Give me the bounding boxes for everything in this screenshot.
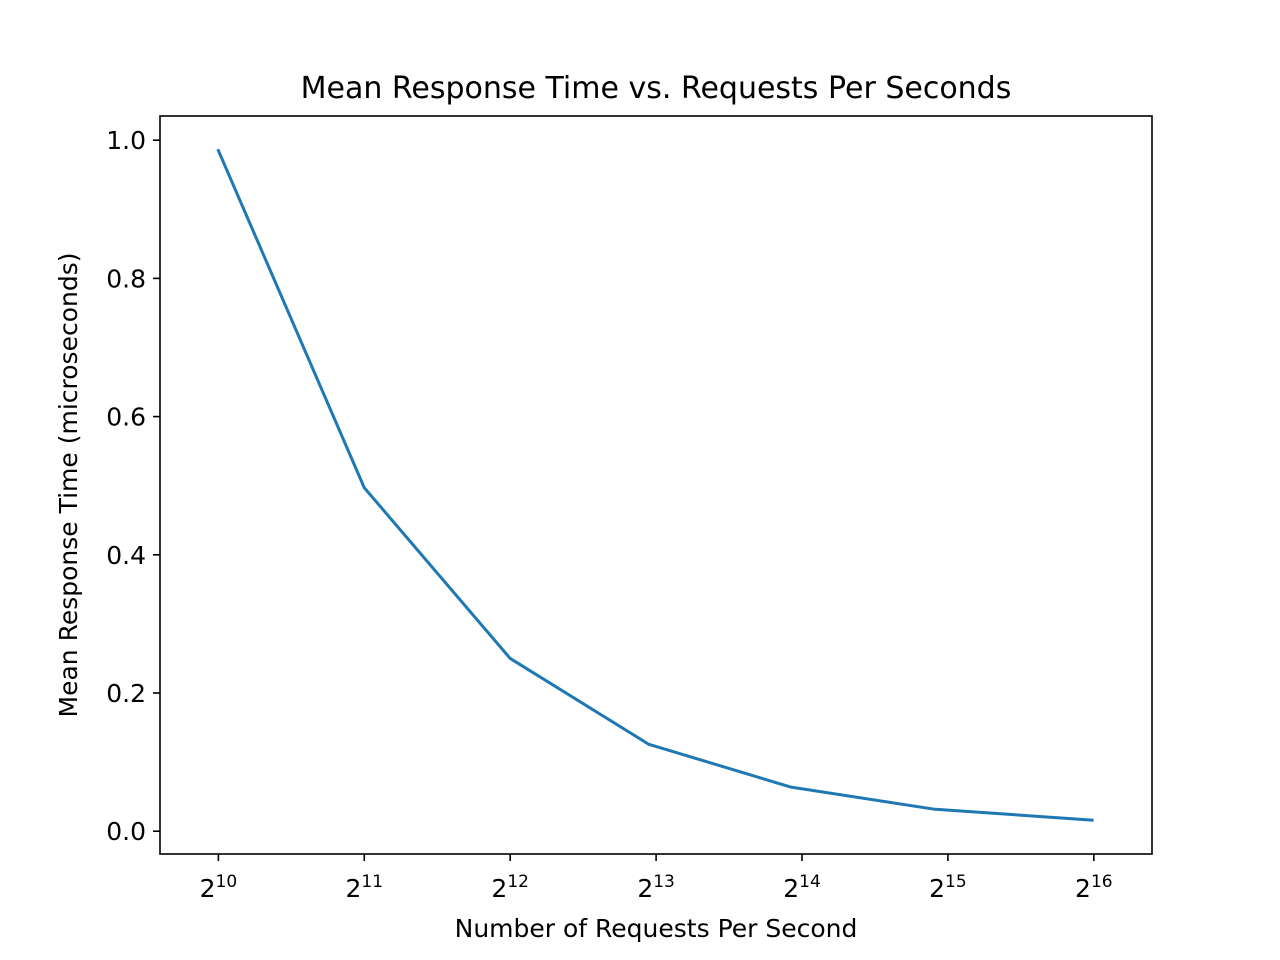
y-tick-label: 0.2 bbox=[106, 679, 146, 708]
y-tick-label: 1.0 bbox=[106, 126, 146, 155]
x-axis-label: Number of Requests Per Second bbox=[455, 914, 858, 943]
chart-title: Mean Response Time vs. Requests Per Seco… bbox=[301, 71, 1012, 106]
x-tick-label: 213 bbox=[637, 872, 675, 903]
plot-area bbox=[216, 148, 1094, 822]
x-tick-label: 212 bbox=[491, 872, 529, 903]
x-axis-ticks: 210 211 212 213 214 215 216 bbox=[200, 854, 1113, 903]
x-tick-label: 210 bbox=[200, 872, 238, 903]
y-tick-label: 0.0 bbox=[106, 817, 146, 846]
x-tick-label: 215 bbox=[929, 872, 967, 903]
x-tick-label: 214 bbox=[783, 872, 821, 903]
x-tick-label: 211 bbox=[346, 872, 384, 903]
y-axis-ticks: 0.0 0.2 0.4 0.6 0.8 1.0 bbox=[106, 126, 160, 846]
y-axis-label: Mean Response Time (microseconds) bbox=[54, 253, 83, 718]
y-tick-label: 0.4 bbox=[106, 541, 146, 570]
y-tick-label: 0.8 bbox=[106, 264, 146, 293]
x-tick-label: 216 bbox=[1075, 872, 1113, 903]
series-line-0 bbox=[216, 148, 1094, 822]
y-tick-label: 0.6 bbox=[106, 403, 146, 432]
